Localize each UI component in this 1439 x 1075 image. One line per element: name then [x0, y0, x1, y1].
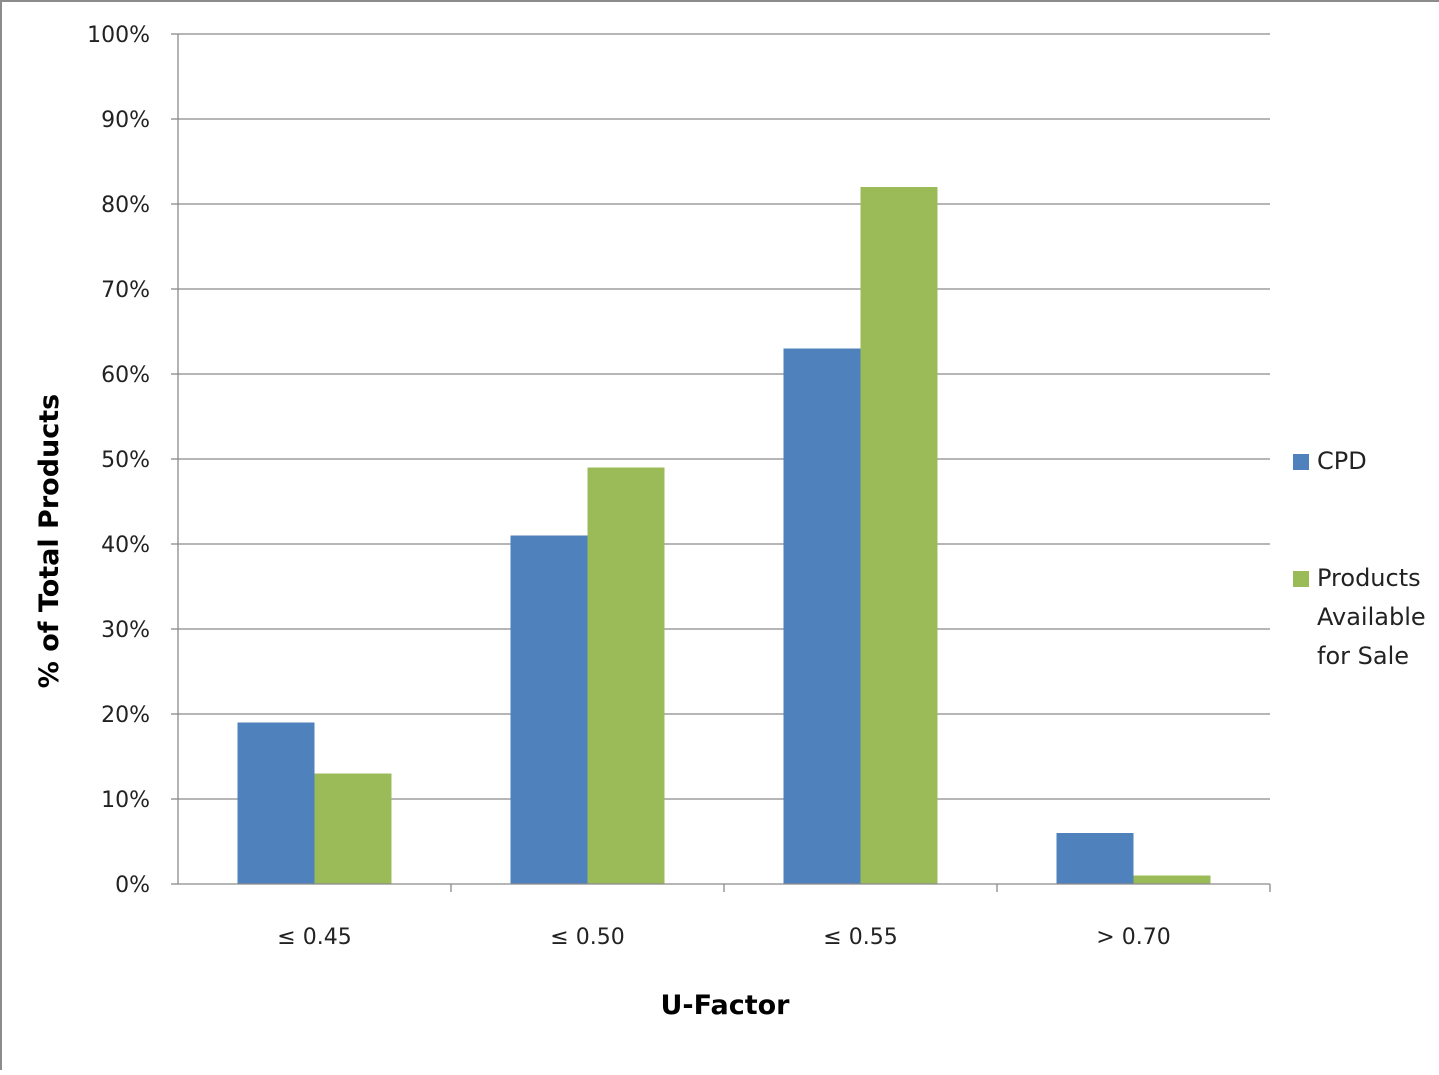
bar-products-available-for-sale-2 [860, 187, 938, 884]
y-tick-label: 90% [101, 108, 150, 133]
x-tick-label: > 0.70 [1096, 925, 1170, 950]
bar-products-available-for-sale-0 [314, 773, 392, 884]
legend-label: Available [1317, 603, 1426, 631]
y-tick-label: 0% [115, 873, 150, 898]
x-tick-label: ≤ 0.55 [823, 925, 897, 950]
y-tick-label: 20% [101, 703, 150, 728]
bar-cpd-1 [510, 535, 588, 884]
bars [237, 187, 1211, 884]
y-axis-title: % of Total Products [34, 394, 65, 689]
bar-cpd-3 [1056, 833, 1134, 884]
legend-label: CPD [1317, 447, 1367, 475]
legend-swatch [1293, 571, 1309, 587]
y-tick-label: 100% [87, 23, 150, 48]
y-tick-labels: 0% 10% 20% 30% 40% 50% 60% 70% 80% 90% 100% [87, 23, 150, 898]
bar-products-available-for-sale-1 [587, 467, 665, 884]
legend-swatch [1293, 454, 1309, 470]
bar-products-available-for-sale-3 [1133, 875, 1211, 884]
y-tick-label: 40% [101, 533, 150, 558]
axes [177, 34, 1270, 885]
y-tick-label: 30% [101, 618, 150, 643]
legend-label: Products [1317, 564, 1421, 592]
y-tick-label: 70% [101, 278, 150, 303]
bar-cpd-0 [237, 722, 315, 884]
y-tick-label: 60% [101, 363, 150, 388]
gridlines [171, 33, 1271, 892]
x-axis-title: U-Factor [661, 990, 791, 1021]
legend: CPD Products Available for Sale [1293, 447, 1426, 670]
x-tick-label: ≤ 0.45 [277, 925, 351, 950]
y-tick-label: 80% [101, 193, 150, 218]
y-tick-label: 10% [101, 788, 150, 813]
x-tick-label: ≤ 0.50 [550, 925, 624, 950]
y-tick-label: 50% [101, 448, 150, 473]
x-tick-labels: ≤ 0.45 ≤ 0.50 ≤ 0.55 > 0.70 [277, 925, 1170, 950]
bar-cpd-2 [783, 348, 861, 884]
legend-label: for Sale [1317, 642, 1409, 670]
